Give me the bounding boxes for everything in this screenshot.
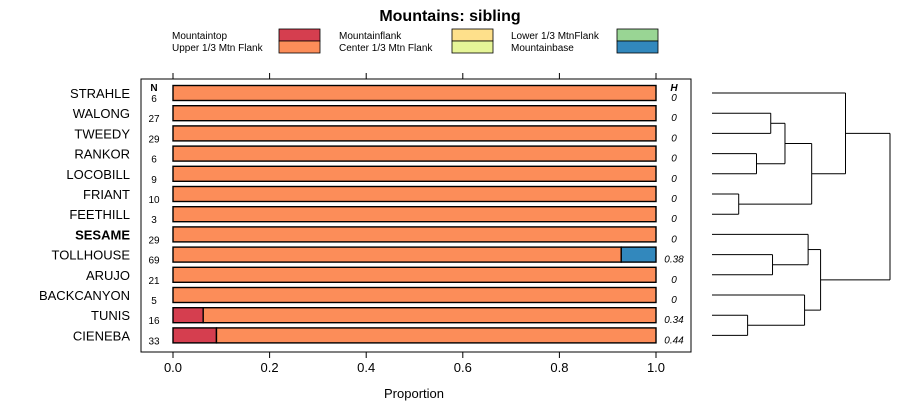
label-locobill: LOCOBILL — [66, 167, 130, 182]
bar-sesame-upper-1-3-mtn-flank — [172, 226, 657, 243]
label-rankor: RANKOR — [74, 147, 130, 162]
h-sesame: 0 — [671, 234, 677, 245]
legend-swatch-mountainflank — [451, 28, 494, 42]
label-tollhouse: TOLLHOUSE — [51, 248, 130, 263]
label-cieneba: CIENEBA — [73, 328, 130, 343]
h-header: H — [670, 83, 678, 94]
bars-group — [172, 84, 657, 344]
category-labels: STRAHLE WALONG TWEEDY RANKOR LOCOBILL FRIANT F… — [39, 86, 130, 343]
n-strahle: 6 — [151, 94, 157, 105]
legend-swatch-center-1-3-mtn-flank — [451, 40, 494, 54]
n-arujo: 21 — [148, 276, 160, 287]
h-tunis: 0.34 — [664, 315, 684, 326]
legend-label-center-1-3-mtn-flank: Center 1/3 Mtn Flank — [339, 43, 433, 54]
label-walong: WALONG — [73, 106, 130, 121]
legend-label-upper-1-3-mtn-flank: Upper 1/3 Mtn Flank — [172, 43, 264, 54]
bar-friant-upper-1-3-mtn-flank — [172, 185, 657, 203]
h-locobill: 0 — [671, 174, 677, 185]
x-axis: 0.0 0.2 0.4 0.6 0.8 1.0 — [164, 73, 665, 375]
n-feethill: 3 — [151, 215, 157, 226]
n-walong: 27 — [148, 114, 160, 125]
bar-feethill-upper-1-3-mtn-flank — [172, 205, 657, 223]
x-tick-label-0-2: 0.2 — [261, 360, 279, 375]
bar-tunis-mountaintop — [172, 307, 204, 324]
n-locobill: 9 — [151, 175, 157, 186]
x-tick-label-0-0: 0.0 — [164, 360, 182, 375]
n-header: N — [150, 83, 157, 94]
legend-swatch-mountainbase — [616, 40, 659, 54]
bar-walong-upper-1-3-mtn-flank — [172, 104, 657, 122]
label-sesame: SESAME — [75, 227, 130, 242]
n-sesame: 29 — [148, 235, 160, 246]
n-tunis: 16 — [148, 316, 160, 327]
n-tollhouse: 69 — [148, 256, 160, 267]
label-backcanyon: BACKCANYON — [39, 288, 130, 303]
bar-rankor-upper-1-3-mtn-flank — [172, 145, 657, 162]
bar-backcanyon-upper-1-3-mtn-flank — [172, 286, 657, 304]
n-rankor: 6 — [151, 155, 157, 166]
h-cieneba: 0.44 — [664, 335, 684, 346]
dendrogram — [712, 92, 891, 336]
n-cieneba: 33 — [148, 336, 160, 347]
legend: Mountaintop Mountainflank Lower 1/3 MtnFla… — [172, 28, 659, 54]
bar-tunis-upper-1-3-mtn-flank — [202, 307, 657, 324]
legend-swatch-lower-1-3-mtnflank — [616, 28, 659, 42]
h-strahle: 0 — [671, 93, 677, 104]
label-feethill: FEETHILL — [69, 207, 130, 222]
n-backcanyon: 5 — [151, 296, 157, 307]
h-feethill: 0 — [671, 214, 677, 225]
label-arujo: ARUJO — [86, 268, 130, 283]
h-values: 0 0 0 0 0 0 0 0 0.38 0 0 0.34 0.44 — [664, 93, 684, 346]
legend-swatch-mountaintop — [278, 28, 321, 42]
h-friant: 0 — [671, 194, 677, 205]
h-backcanyon: 0 — [671, 295, 677, 306]
n-tweedy: 29 — [148, 134, 160, 145]
legend-label-mountaintop: Mountaintop — [172, 31, 227, 42]
legend-label-mountainbase: Mountainbase — [511, 43, 574, 54]
label-tweedy: TWEEDY — [74, 126, 130, 141]
legend-label-lower-1-3-mtnflank: Lower 1/3 MtnFlank — [511, 31, 600, 42]
bar-tollhouse-upper-1-3-mtn-flank — [172, 246, 622, 263]
chart-title: Mountains: sibling — [379, 8, 520, 25]
h-rankor: 0 — [671, 154, 677, 165]
x-tick-label-0-8: 0.8 — [550, 360, 568, 375]
legend-label-mountainflank: Mountainflank — [339, 31, 402, 42]
legend-swatch-upper-1-3-mtn-flank — [278, 40, 321, 54]
x-tick-label-1-0: 1.0 — [647, 360, 665, 375]
label-tunis: TUNIS — [91, 308, 130, 323]
bar-cieneba-upper-1-3-mtn-flank — [215, 327, 657, 344]
n-friant: 10 — [148, 195, 160, 206]
panel-frame — [140, 78, 692, 353]
bar-tweedy-upper-1-3-mtn-flank — [172, 125, 657, 142]
x-axis-label: Proportion — [384, 386, 444, 401]
x-tick-label-0-6: 0.6 — [454, 360, 472, 375]
h-tweedy: 0 — [671, 133, 677, 144]
h-tollhouse: 0.38 — [664, 255, 684, 266]
bar-tollhouse-mountainbase — [620, 246, 657, 263]
label-friant: FRIANT — [83, 187, 130, 202]
h-arujo: 0 — [671, 275, 677, 286]
bar-arujo-upper-1-3-mtn-flank — [172, 266, 657, 283]
bar-strahle-upper-1-3-mtn-flank — [172, 84, 657, 102]
bar-locobill-upper-1-3-mtn-flank — [172, 165, 657, 183]
h-walong: 0 — [671, 113, 677, 124]
x-tick-label-0-4: 0.4 — [357, 360, 375, 375]
label-strahle: STRAHLE — [70, 86, 130, 101]
bar-cieneba-mountaintop — [172, 327, 218, 344]
